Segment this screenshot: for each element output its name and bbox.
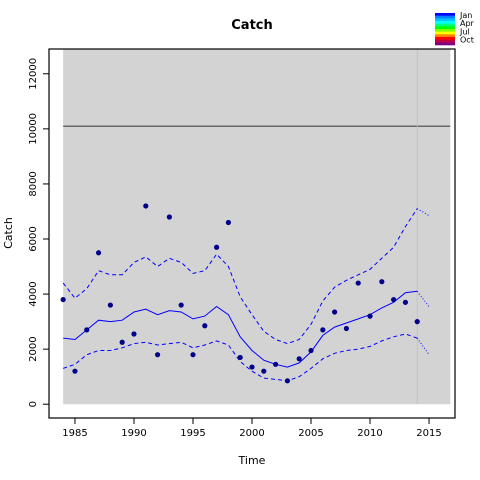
observed-point [143,203,149,209]
observed-point [84,327,90,333]
legend-color-band [435,37,455,40]
y-axis: 0 2000 4000 6000 8000 10000 12000 [28,58,49,407]
observed-point [308,347,314,354]
x-tick-label: 1990 [121,428,146,439]
legend-label: Oct [460,36,474,45]
observed-point [296,356,302,362]
y-tick-label: 10000 [28,113,39,145]
y-tick-label: 2000 [28,336,39,361]
x-tick-label: 2005 [298,428,323,439]
forecast-lower-line [416,337,430,355]
legend-color-band [435,29,455,32]
y-tick-label: 12000 [28,58,39,90]
observed-point [249,364,255,370]
legend-color-band [435,13,455,16]
fit-lower-band-line [63,333,418,382]
observed-point [284,378,291,384]
series-layer [62,208,430,382]
observed-point [379,279,385,285]
legend-color-band [435,39,455,43]
observed-point [213,244,220,250]
observed-point [402,299,409,305]
fit-mean-line [63,290,418,368]
y-axis-label: Catch [2,217,15,249]
legend-color-band [435,15,455,19]
observed-point [332,309,338,315]
observed-point [391,296,397,303]
observed-point [237,354,243,361]
y-tick-label: 0 [28,401,39,407]
observed-point [320,327,326,333]
x-tick-label: 2010 [357,428,382,439]
observed-point [60,296,66,303]
observed-point [355,280,361,286]
observed-point [107,302,113,308]
observed-points [60,203,420,384]
x-tick-label: 2000 [239,428,264,439]
legend-color-band [435,42,455,46]
observed-point [273,361,279,367]
observed-point [261,368,267,374]
observed-point [166,214,172,220]
y-tick-label: 6000 [28,226,39,251]
legend-color-band [435,18,455,22]
y-tick-label: 4000 [28,281,39,306]
chart-title: Catch [231,18,273,33]
observed-point [225,219,231,226]
observed-point [367,313,373,319]
x-tick-label: 2015 [416,428,441,439]
observed-point [414,319,420,325]
observed-point [190,352,196,358]
legend-color-band [435,21,455,24]
observed-point [72,368,78,374]
y-tick-label: 8000 [28,171,39,196]
legend-label: Jan [459,11,472,20]
legend-color-band [435,23,455,27]
observed-point [178,302,184,308]
legend-label: Jul [459,27,470,36]
observed-point [119,339,125,345]
legend-color-band [435,26,455,30]
observed-point [154,352,161,358]
x-tick-label: 1985 [62,428,87,439]
legend-color-band [435,34,455,38]
x-tick-label: 1995 [180,428,205,439]
x-axis: 1985 1990 1995 2000 2005 2010 2015 [62,418,442,439]
observed-point [131,331,137,337]
plot-frame [48,48,456,419]
observed-point [202,323,208,329]
x-axis-label: Time [238,454,266,467]
legend-label: Apr [460,19,475,28]
legend-color-band [435,31,455,35]
forecast-upper-line [416,208,430,217]
observed-point [95,250,102,256]
plot-panel-background [63,49,451,405]
forecast-mean-line [416,290,430,307]
fit-upper-band-line [62,208,418,345]
observed-point [343,325,350,332]
